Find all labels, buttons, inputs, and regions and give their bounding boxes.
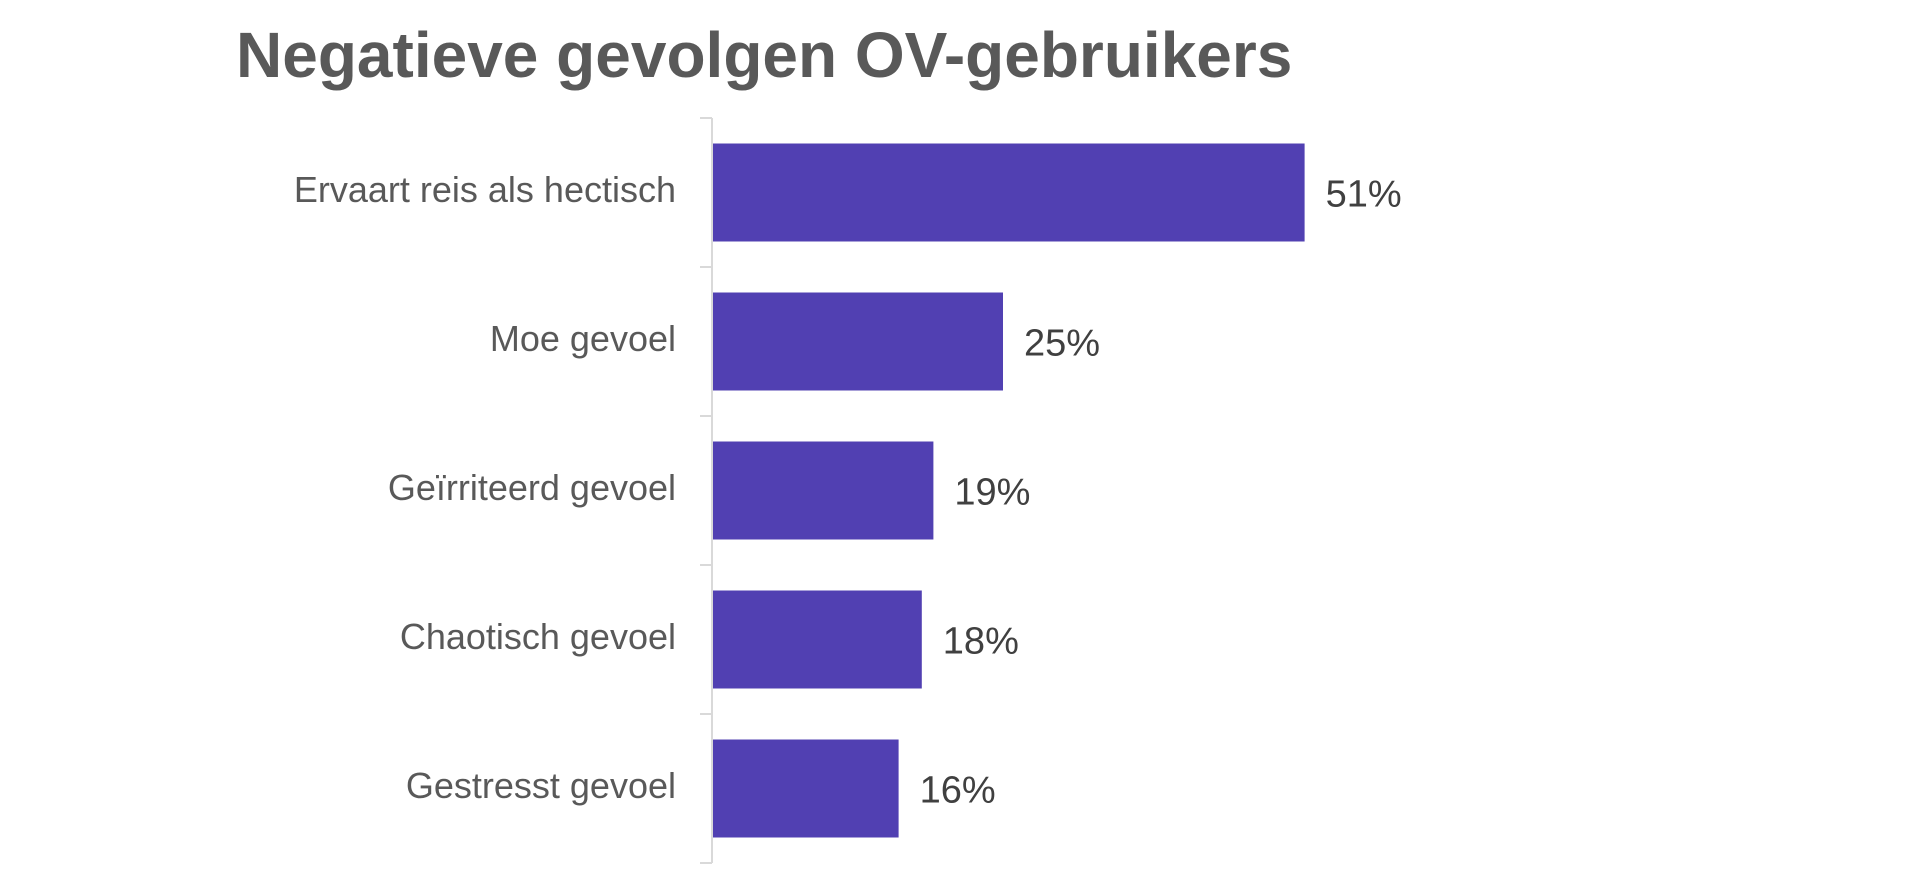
category-label: Geïrriteerd gevoel bbox=[388, 467, 676, 508]
data-label: 18% bbox=[943, 621, 1019, 663]
bar-4 bbox=[713, 739, 899, 838]
bar-3 bbox=[713, 590, 922, 689]
data-label: 25% bbox=[1024, 323, 1100, 365]
data-label: 19% bbox=[954, 472, 1030, 514]
bar-1 bbox=[713, 292, 1003, 391]
bar-2 bbox=[713, 441, 934, 540]
data-label: 16% bbox=[920, 770, 996, 812]
category-label: Moe gevoel bbox=[490, 318, 676, 359]
bar-0 bbox=[713, 143, 1305, 242]
category-label: Chaotisch gevoel bbox=[400, 616, 676, 657]
data-label: 51% bbox=[1326, 174, 1402, 216]
category-label: Ervaart reis als hectisch bbox=[294, 169, 676, 210]
category-label: Gestresst gevoel bbox=[406, 765, 676, 806]
chart-title: Negatieve gevolgen OV-gebruikers bbox=[236, 19, 1293, 91]
